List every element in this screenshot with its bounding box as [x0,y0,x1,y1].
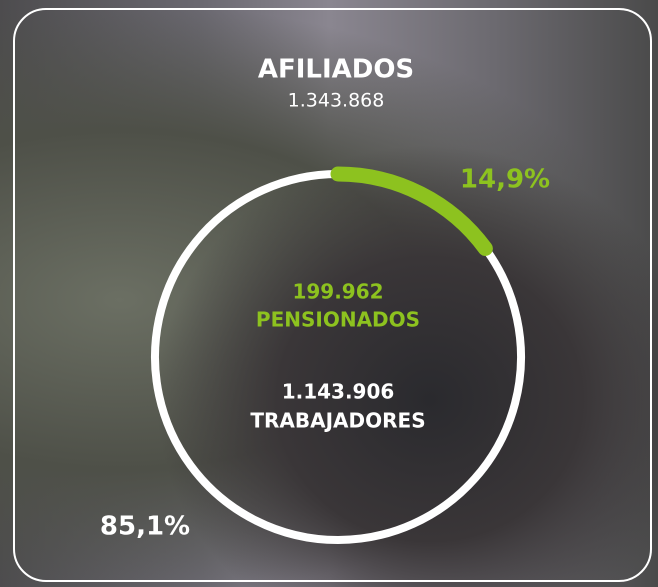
category-label: TRABAJADORES [250,409,425,433]
donut-segment [151,170,525,544]
category-label: PENSIONADOS [256,308,420,332]
count-label: 199.962 [292,280,383,304]
percent-label: 85,1% [100,512,190,542]
percent-label: 14,9% [460,165,550,195]
chart-subtitle: 1.343.868 [288,90,385,112]
chart-title: AFILIADOS [258,55,414,85]
count-label: 1.143.906 [282,380,395,404]
donut-segment [330,166,493,257]
frame [13,8,652,582]
